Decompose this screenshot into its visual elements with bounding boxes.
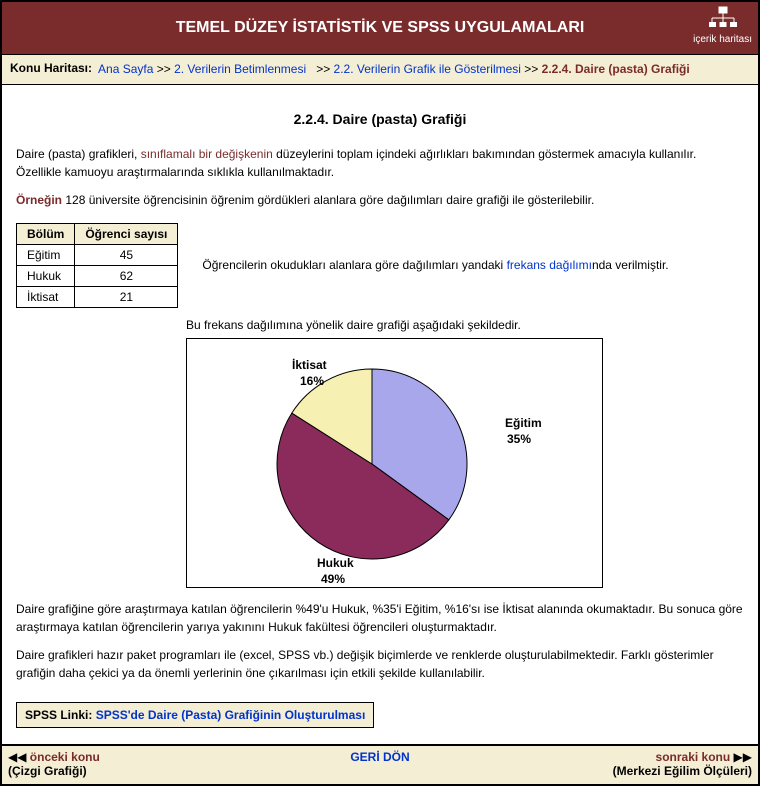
breadcrumb-lvl1[interactable]: 2. Verilerin Betimlenmesi (174, 62, 306, 76)
breadcrumb-trail: Ana Sayfa >> 2. Verilerin Betimlenmesi >… (98, 61, 690, 78)
table-header-count: Öğrenci sayısı (75, 223, 178, 244)
pie-label-hukuk: Hukuk (317, 556, 354, 570)
example-label: Örneğin (16, 193, 62, 207)
table-and-text-row: Bölüm Öğrenci sayısı Eğitim 45 Hukuk 62 … (16, 223, 744, 308)
breadcrumb-current: 2.2.4. Daire (pasta) Grafiği (542, 62, 690, 76)
pie-pct-hukuk: 49% (321, 572, 345, 584)
frequency-table: Bölüm Öğrenci sayısı Eğitim 45 Hukuk 62 … (16, 223, 178, 308)
chart-caption: Bu frekans dağılımına yönelik daire graf… (186, 318, 744, 332)
breadcrumb-sep: >> (316, 62, 333, 76)
prev-topic[interactable]: ◀◀ önceki konu (Çizgi Grafiği) (8, 750, 208, 778)
spss-link[interactable]: SPSS'de Daire (Pasta) Grafiğinin Oluştur… (96, 708, 366, 722)
next-topic-sub: (Merkezi Eğilim Ölçüleri) (613, 764, 752, 778)
spss-link-box: SPSS Linki: SPSS'de Daire (Pasta) Grafiğ… (16, 702, 374, 728)
pie-chart-frame: Eğitim 35% Hukuk 49% İktisat 16% (186, 338, 603, 588)
table-row: Eğitim 45 (17, 244, 178, 265)
paragraph-3: Daire grafiğine göre araştırmaya katılan… (16, 600, 744, 636)
side-text: Öğrencilerin okudukları alanlara göre da… (202, 258, 668, 272)
table-header-dept: Bölüm (17, 223, 75, 244)
table-row: İktisat 21 (17, 286, 178, 307)
pie-pct-eğitim: 35% (507, 432, 531, 446)
sitemap-icon[interactable]: içerik haritası (693, 6, 752, 45)
paragraph-1: Daire (pasta) grafikleri, sınıflamalı bi… (16, 145, 744, 181)
pie-chart: Eğitim 35% Hukuk 49% İktisat 16% (187, 339, 602, 584)
back-link[interactable]: GERİ DÖN (350, 750, 409, 764)
pie-label-i̇ktisat: İktisat (292, 357, 327, 372)
paragraph-2: Örneğin 128 üniversite öğrencisinin öğre… (16, 191, 744, 209)
prev-topic-link[interactable]: önceki konu (30, 750, 100, 764)
breadcrumb: Konu Haritası: Ana Sayfa >> 2. Verilerin… (2, 54, 758, 85)
pie-pct-i̇ktisat: 16% (300, 374, 324, 388)
next-topic-link[interactable]: sonraki konu (656, 750, 731, 764)
footer-nav: ◀◀ önceki konu (Çizgi Grafiği) GERİ DÖN … (2, 744, 758, 784)
page-title: 2.2.4. Daire (pasta) Grafiği (16, 111, 744, 127)
breadcrumb-sep: >> (524, 62, 541, 76)
header-title: TEMEL DÜZEY İSTATİSTİK VE SPSS UYGULAMAL… (2, 19, 758, 37)
prev-topic-sub: (Çizgi Grafiği) (8, 764, 87, 778)
breadcrumb-sep: >> (157, 62, 174, 76)
breadcrumb-label: Konu Haritası: (10, 61, 92, 78)
header: TEMEL DÜZEY İSTATİSTİK VE SPSS UYGULAMAL… (2, 2, 758, 54)
page-frame: TEMEL DÜZEY İSTATİSTİK VE SPSS UYGULAMAL… (0, 0, 760, 786)
pie-chart-container: Eğitim 35% Hukuk 49% İktisat 16% (186, 338, 744, 588)
next-topic[interactable]: sonraki konu ▶▶ (Merkezi Eğilim Ölçüleri… (552, 750, 752, 778)
pie-label-eğitim: Eğitim (505, 416, 542, 430)
breadcrumb-home[interactable]: Ana Sayfa (98, 62, 153, 76)
table-row: Hukuk 62 (17, 265, 178, 286)
paragraph-4: Daire grafikleri hazır paket programları… (16, 646, 744, 682)
classified-variable-link[interactable]: sınıflamalı bir değişkenin (141, 147, 273, 161)
sitemap-label: içerik haritası (693, 34, 752, 45)
frequency-distribution-link[interactable]: frekans dağılımı (507, 258, 592, 272)
breadcrumb-lvl2[interactable]: 2.2. Verilerin Grafik ile Gösterilmesi (334, 62, 521, 76)
content: 2.2.4. Daire (pasta) Grafiği Daire (past… (2, 85, 758, 744)
spss-link-label: SPSS Linki: (25, 708, 96, 722)
